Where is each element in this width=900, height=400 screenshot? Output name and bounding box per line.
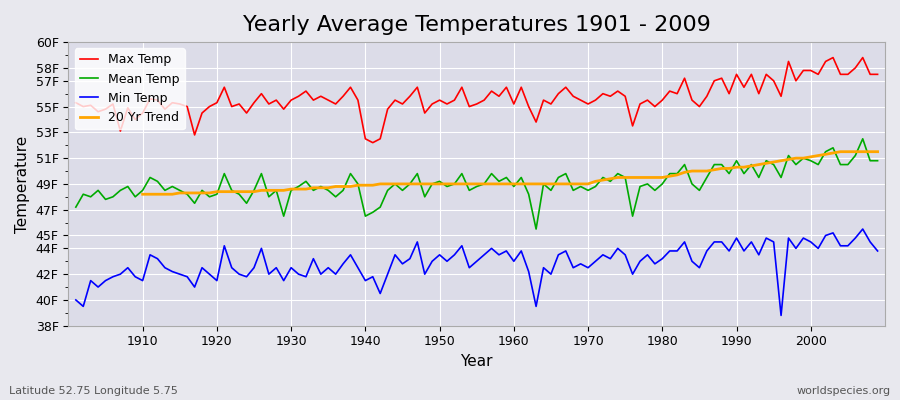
- Min Temp: [293, 272, 304, 276]
- Mean Temp: [501, 175, 512, 180]
- Max Temp: [130, 117, 140, 122]
- Line: 20 Yr Trend: 20 Yr Trend: [142, 152, 878, 194]
- Max Temp: [293, 94, 304, 99]
- 20 Yr Trend: [872, 149, 883, 154]
- Legend: Max Temp, Mean Temp, Min Temp, 20 Yr Trend: Max Temp, Mean Temp, Min Temp, 20 Yr Tre…: [75, 48, 184, 129]
- Mean Temp: [508, 184, 519, 189]
- Mean Temp: [70, 205, 81, 210]
- Line: Mean Temp: Mean Temp: [76, 139, 878, 229]
- Text: Latitude 52.75 Longitude 5.75: Latitude 52.75 Longitude 5.75: [9, 386, 178, 396]
- Min Temp: [858, 227, 868, 232]
- 20 Yr Trend: [516, 182, 526, 186]
- X-axis label: Year: Year: [461, 354, 493, 369]
- Mean Temp: [293, 184, 304, 189]
- Line: Max Temp: Max Temp: [76, 58, 878, 143]
- 20 Yr Trend: [842, 149, 853, 154]
- Max Temp: [367, 140, 378, 145]
- Line: Min Temp: Min Temp: [76, 229, 878, 316]
- 20 Yr Trend: [308, 185, 319, 190]
- Max Temp: [70, 100, 81, 105]
- Max Temp: [872, 72, 883, 77]
- 20 Yr Trend: [278, 188, 289, 193]
- 20 Yr Trend: [835, 149, 846, 154]
- Text: worldspecies.org: worldspecies.org: [796, 386, 891, 396]
- Mean Temp: [605, 179, 616, 184]
- Min Temp: [508, 259, 519, 264]
- 20 Yr Trend: [575, 182, 586, 186]
- Max Temp: [828, 55, 839, 60]
- Mean Temp: [872, 158, 883, 163]
- Min Temp: [598, 252, 608, 257]
- Min Temp: [501, 248, 512, 253]
- Mean Temp: [858, 136, 868, 141]
- Y-axis label: Temperature: Temperature: [15, 135, 30, 232]
- Min Temp: [338, 262, 348, 266]
- Max Temp: [338, 94, 348, 99]
- Mean Temp: [130, 194, 140, 199]
- Min Temp: [70, 298, 81, 302]
- Mean Temp: [338, 188, 348, 193]
- Min Temp: [872, 248, 883, 253]
- Min Temp: [776, 313, 787, 318]
- Mean Temp: [531, 227, 542, 232]
- 20 Yr Trend: [137, 192, 148, 197]
- 20 Yr Trend: [813, 153, 824, 158]
- Max Temp: [508, 102, 519, 106]
- Max Temp: [516, 85, 526, 90]
- Min Temp: [130, 274, 140, 279]
- Max Temp: [605, 94, 616, 99]
- Title: Yearly Average Temperatures 1901 - 2009: Yearly Average Temperatures 1901 - 2009: [243, 15, 711, 35]
